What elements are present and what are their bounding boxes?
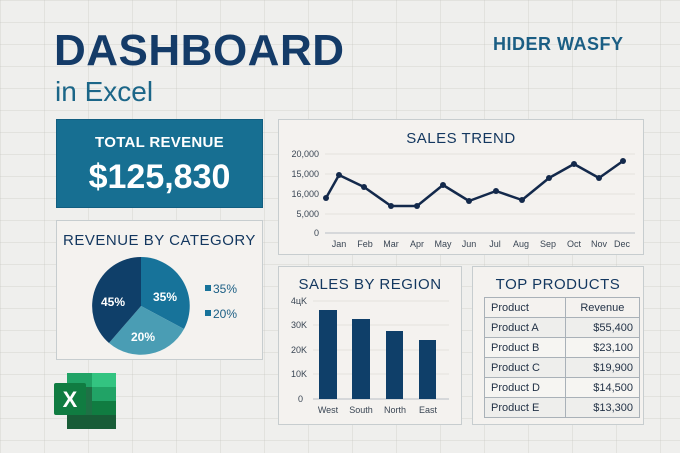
bar-south xyxy=(352,319,370,399)
column-header-revenue: Revenue xyxy=(564,297,641,318)
revenue-cell: $19,900 xyxy=(564,357,641,378)
revenue-pie-chart: 45% 35% 20% 35% 20% xyxy=(92,257,237,355)
sales-trend-line xyxy=(324,159,624,208)
author-name: HIDER WASFY xyxy=(493,34,624,54)
revenue-cell: $14,500 xyxy=(564,377,641,398)
y-tick: 10K xyxy=(291,369,307,379)
table-row: Product A $55,400 xyxy=(484,317,641,338)
revenue-by-category-title: REVENUE BY CATEGORY xyxy=(63,232,256,249)
total-revenue-label: TOTAL REVENUE xyxy=(95,134,224,151)
bar-north xyxy=(386,331,403,399)
product-cell: Product D xyxy=(484,377,566,398)
dashboard-title: DASHBOARD xyxy=(54,26,345,75)
y-tick: 16,000 xyxy=(291,189,319,199)
x-tick: Feb xyxy=(357,239,373,249)
y-tick: 15,000 xyxy=(291,169,319,179)
x-tick: May xyxy=(434,239,452,249)
revenue-cell: $13,300 xyxy=(564,397,641,418)
sales-trend-title: SALES TREND xyxy=(406,130,516,147)
y-tick: 20,000 xyxy=(291,149,319,159)
total-revenue-value: $125,830 xyxy=(88,158,231,196)
total-revenue-card: TOTAL REVENUE $125,830 xyxy=(56,119,263,208)
table-row: Product C $19,900 xyxy=(484,357,641,378)
x-tick: Dec xyxy=(614,239,631,249)
x-tick: Apr xyxy=(410,239,424,249)
x-tick: Aug xyxy=(513,239,529,249)
sales-by-region-title: SALES BY REGION xyxy=(298,276,442,293)
x-tick: Jul xyxy=(489,239,501,249)
dashboard-subtitle: in Excel xyxy=(55,76,154,107)
x-tick: Sep xyxy=(540,239,556,249)
revenue-by-category-panel: REVENUE BY CATEGORY 45% 35% 20% 35% 20% xyxy=(56,220,263,360)
sales-trend-chart: 20,000 15,000 16,000 5,000 0 Jan Feb Mar… xyxy=(291,149,635,249)
bar-east xyxy=(419,340,436,399)
top-products-table: Product Revenue Product A $55,400 Produc… xyxy=(484,297,641,418)
y-tick: 0 xyxy=(298,394,303,404)
y-tick: 5,000 xyxy=(296,209,319,219)
excel-logo-letter: X xyxy=(63,387,78,412)
sales-by-region-panel: SALES BY REGION 4цK 30K 20K 10K 0 West S… xyxy=(278,266,462,425)
y-tick: 0 xyxy=(314,228,319,238)
x-tick: North xyxy=(384,405,406,415)
y-tick: 20K xyxy=(291,345,307,355)
y-tick: 4цK xyxy=(291,296,307,306)
column-header-product: Product xyxy=(484,297,566,318)
pie-label-35: 35% xyxy=(153,290,177,304)
bar-west xyxy=(319,310,337,399)
x-tick: West xyxy=(318,405,339,415)
table-row: Product D $14,500 xyxy=(484,377,641,398)
top-products-title: TOP PRODUCTS xyxy=(495,276,621,293)
data-points xyxy=(323,158,626,209)
legend-label: 20% xyxy=(213,307,237,321)
x-tick: Nov xyxy=(591,239,608,249)
revenue-cell: $55,400 xyxy=(564,317,641,338)
pie-label-45: 45% xyxy=(101,295,125,309)
pie-label-20: 20% xyxy=(131,330,155,344)
table-row: Product E $13,300 xyxy=(484,397,641,418)
x-tick: South xyxy=(349,405,373,415)
x-tick: East xyxy=(419,405,438,415)
legend-swatch-icon xyxy=(205,310,211,316)
revenue-cell: $23,100 xyxy=(564,337,641,358)
sales-trend-panel: SALES TREND 20,000 15,000 16,000 5,000 0… xyxy=(278,119,644,255)
excel-logo-icon: X xyxy=(54,373,116,429)
legend-label: 35% xyxy=(213,282,237,296)
table-header-row: Product Revenue xyxy=(484,297,641,318)
x-tick: Jun xyxy=(462,239,477,249)
y-tick: 30K xyxy=(291,320,307,330)
x-tick: Oct xyxy=(567,239,582,249)
product-cell: Product E xyxy=(484,397,566,418)
product-cell: Product A xyxy=(484,317,566,338)
product-cell: Product B xyxy=(484,337,566,358)
x-tick: Jan xyxy=(332,239,347,249)
legend-swatch-icon xyxy=(205,285,211,291)
sales-by-region-chart: 4цK 30K 20K 10K 0 West South North East xyxy=(291,296,449,415)
table-row: Product B $23,100 xyxy=(484,337,641,358)
product-cell: Product C xyxy=(484,357,566,378)
x-tick: Mar xyxy=(383,239,399,249)
